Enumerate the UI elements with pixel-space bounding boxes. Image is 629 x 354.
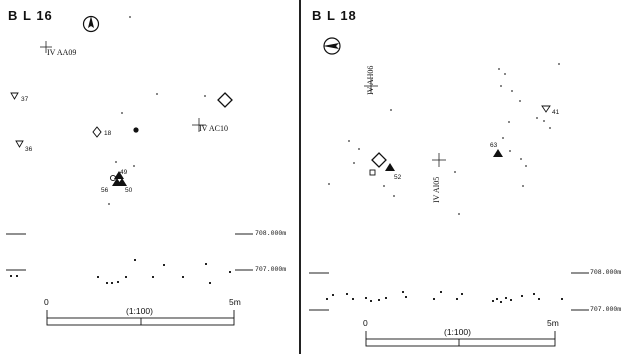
grid-label: IV AA09 xyxy=(47,48,77,57)
panel-title: B L 16 xyxy=(8,8,53,23)
find-label: 41 xyxy=(552,109,560,116)
scatter-point xyxy=(108,16,206,205)
triangle-icon xyxy=(10,92,19,100)
scale-start: 0 xyxy=(363,318,368,328)
scale-start: 0 xyxy=(44,297,49,307)
scale-bar xyxy=(46,310,235,326)
crosshair-icon xyxy=(364,79,446,167)
level-label: 707.000m xyxy=(255,266,287,273)
scatter-point xyxy=(328,63,560,215)
level-label: 708.000m xyxy=(255,230,287,237)
find-label: 52 xyxy=(394,174,402,181)
north-arrow-icon xyxy=(323,37,341,55)
scale-bar xyxy=(365,331,556,347)
find-label: 49 xyxy=(120,169,128,176)
diamond-icon xyxy=(371,152,387,168)
scale-ratio: (1:100) xyxy=(126,306,153,316)
triangle-icon xyxy=(15,140,24,148)
find-label: 18 xyxy=(104,130,112,137)
find-label: 36 xyxy=(25,146,33,153)
level-line xyxy=(309,272,589,311)
grid-label: IV AH06 xyxy=(366,65,375,95)
find-label: 63 xyxy=(490,142,498,149)
right-plan-drawing xyxy=(309,37,589,347)
level-label: 708.000m xyxy=(590,269,622,276)
scale-end: 5m xyxy=(547,318,559,328)
triangle-icon xyxy=(114,171,124,179)
find-label: 50 xyxy=(125,187,133,194)
triangle-icon xyxy=(493,149,503,157)
section-point xyxy=(10,259,231,284)
right-panel: B L 18 xyxy=(301,0,629,354)
panel-divider xyxy=(299,0,301,354)
scale-ratio: (1:100) xyxy=(444,327,471,337)
triangle-icon xyxy=(541,105,551,113)
circle-icon xyxy=(133,127,139,133)
crosshair-icon xyxy=(40,41,206,132)
left-plan-drawing xyxy=(6,15,253,326)
left-panel: B L 16 xyxy=(0,0,300,354)
level-label: 707.000m xyxy=(590,306,622,313)
diamond-icon xyxy=(92,126,102,138)
scale-end: 5m xyxy=(229,297,241,307)
find-label: 56 xyxy=(101,187,109,194)
grid-label: IV AI05 xyxy=(432,176,441,203)
triangle-icon xyxy=(385,163,395,171)
level-line xyxy=(6,233,253,271)
section-point xyxy=(326,291,563,303)
grid-label: IV AC10 xyxy=(199,124,228,133)
square-icon xyxy=(369,169,376,176)
north-arrow-icon xyxy=(82,15,100,33)
diamond-icon xyxy=(217,92,233,108)
panel-title: B L 18 xyxy=(312,8,357,23)
find-label: 37 xyxy=(21,96,29,103)
triangle-icon xyxy=(117,178,127,186)
